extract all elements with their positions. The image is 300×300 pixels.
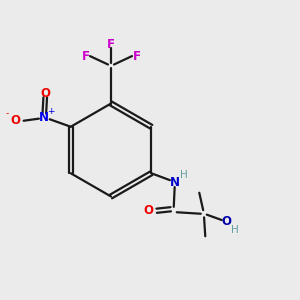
Text: O: O	[222, 215, 232, 228]
Text: -: -	[5, 109, 8, 118]
Text: H: H	[180, 170, 188, 180]
Text: +: +	[46, 106, 54, 116]
Text: O: O	[143, 204, 153, 217]
Text: N: N	[170, 176, 180, 189]
Text: O: O	[40, 87, 50, 100]
Text: N: N	[39, 111, 49, 124]
Text: H: H	[231, 225, 239, 235]
Text: F: F	[82, 50, 89, 63]
Text: O: O	[11, 114, 21, 127]
Text: F: F	[107, 38, 115, 52]
Text: F: F	[133, 50, 140, 63]
